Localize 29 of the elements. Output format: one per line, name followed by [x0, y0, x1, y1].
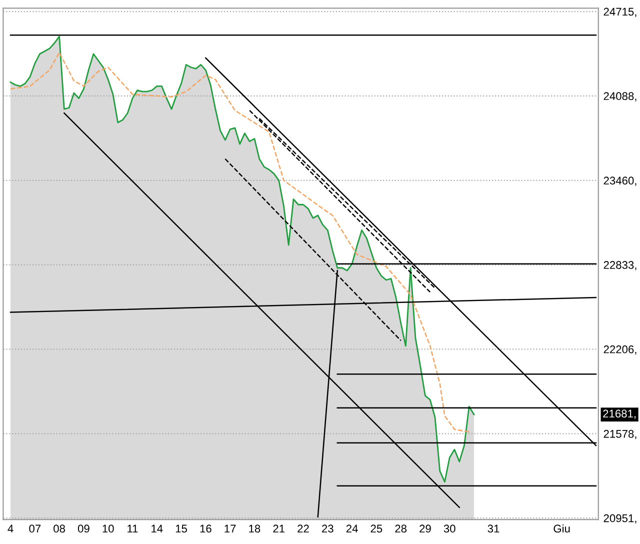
y-tick-label: 24088,: [604, 92, 636, 102]
y-tick-label: 23460,: [604, 176, 636, 186]
x-tick-label: 07: [29, 524, 41, 533]
x-tick-label: 25: [370, 524, 382, 533]
x-tick-label: 09: [78, 524, 90, 533]
x-tick-label: 31: [488, 524, 500, 533]
x-tick-label: 23: [322, 524, 334, 533]
x-tick-label: 21: [273, 524, 284, 532]
y-tick-label: 24715,: [604, 8, 636, 17]
x-tick-label: 08: [54, 524, 65, 533]
x-tick-label: 22: [298, 524, 309, 532]
x-tick-label: 18: [249, 524, 260, 533]
y-tick-label: 22206,: [604, 345, 636, 355]
x-tick-label: 17: [224, 524, 236, 532]
x-tick-label: 15: [176, 524, 187, 533]
y-tick-label: 21578,: [604, 430, 636, 440]
x-tick-label: 14: [152, 524, 163, 532]
x-tick-label: 4: [8, 524, 14, 532]
y-tick-label: 22833,: [604, 261, 636, 270]
y-tick-label: 20951,: [604, 514, 636, 524]
x-tick-label: 10: [102, 524, 114, 533]
x-tick-label: 30: [444, 524, 456, 533]
text: 21681,: [603, 410, 636, 419]
x-tick-label: 16: [200, 524, 212, 533]
x-tick-label: 29: [420, 524, 431, 533]
x-tick-label: 28: [395, 524, 407, 533]
x-tick-label: 24: [346, 524, 358, 532]
x-tick-label: Giu: [554, 524, 570, 533]
x-tick-label: 11: [128, 524, 138, 532]
